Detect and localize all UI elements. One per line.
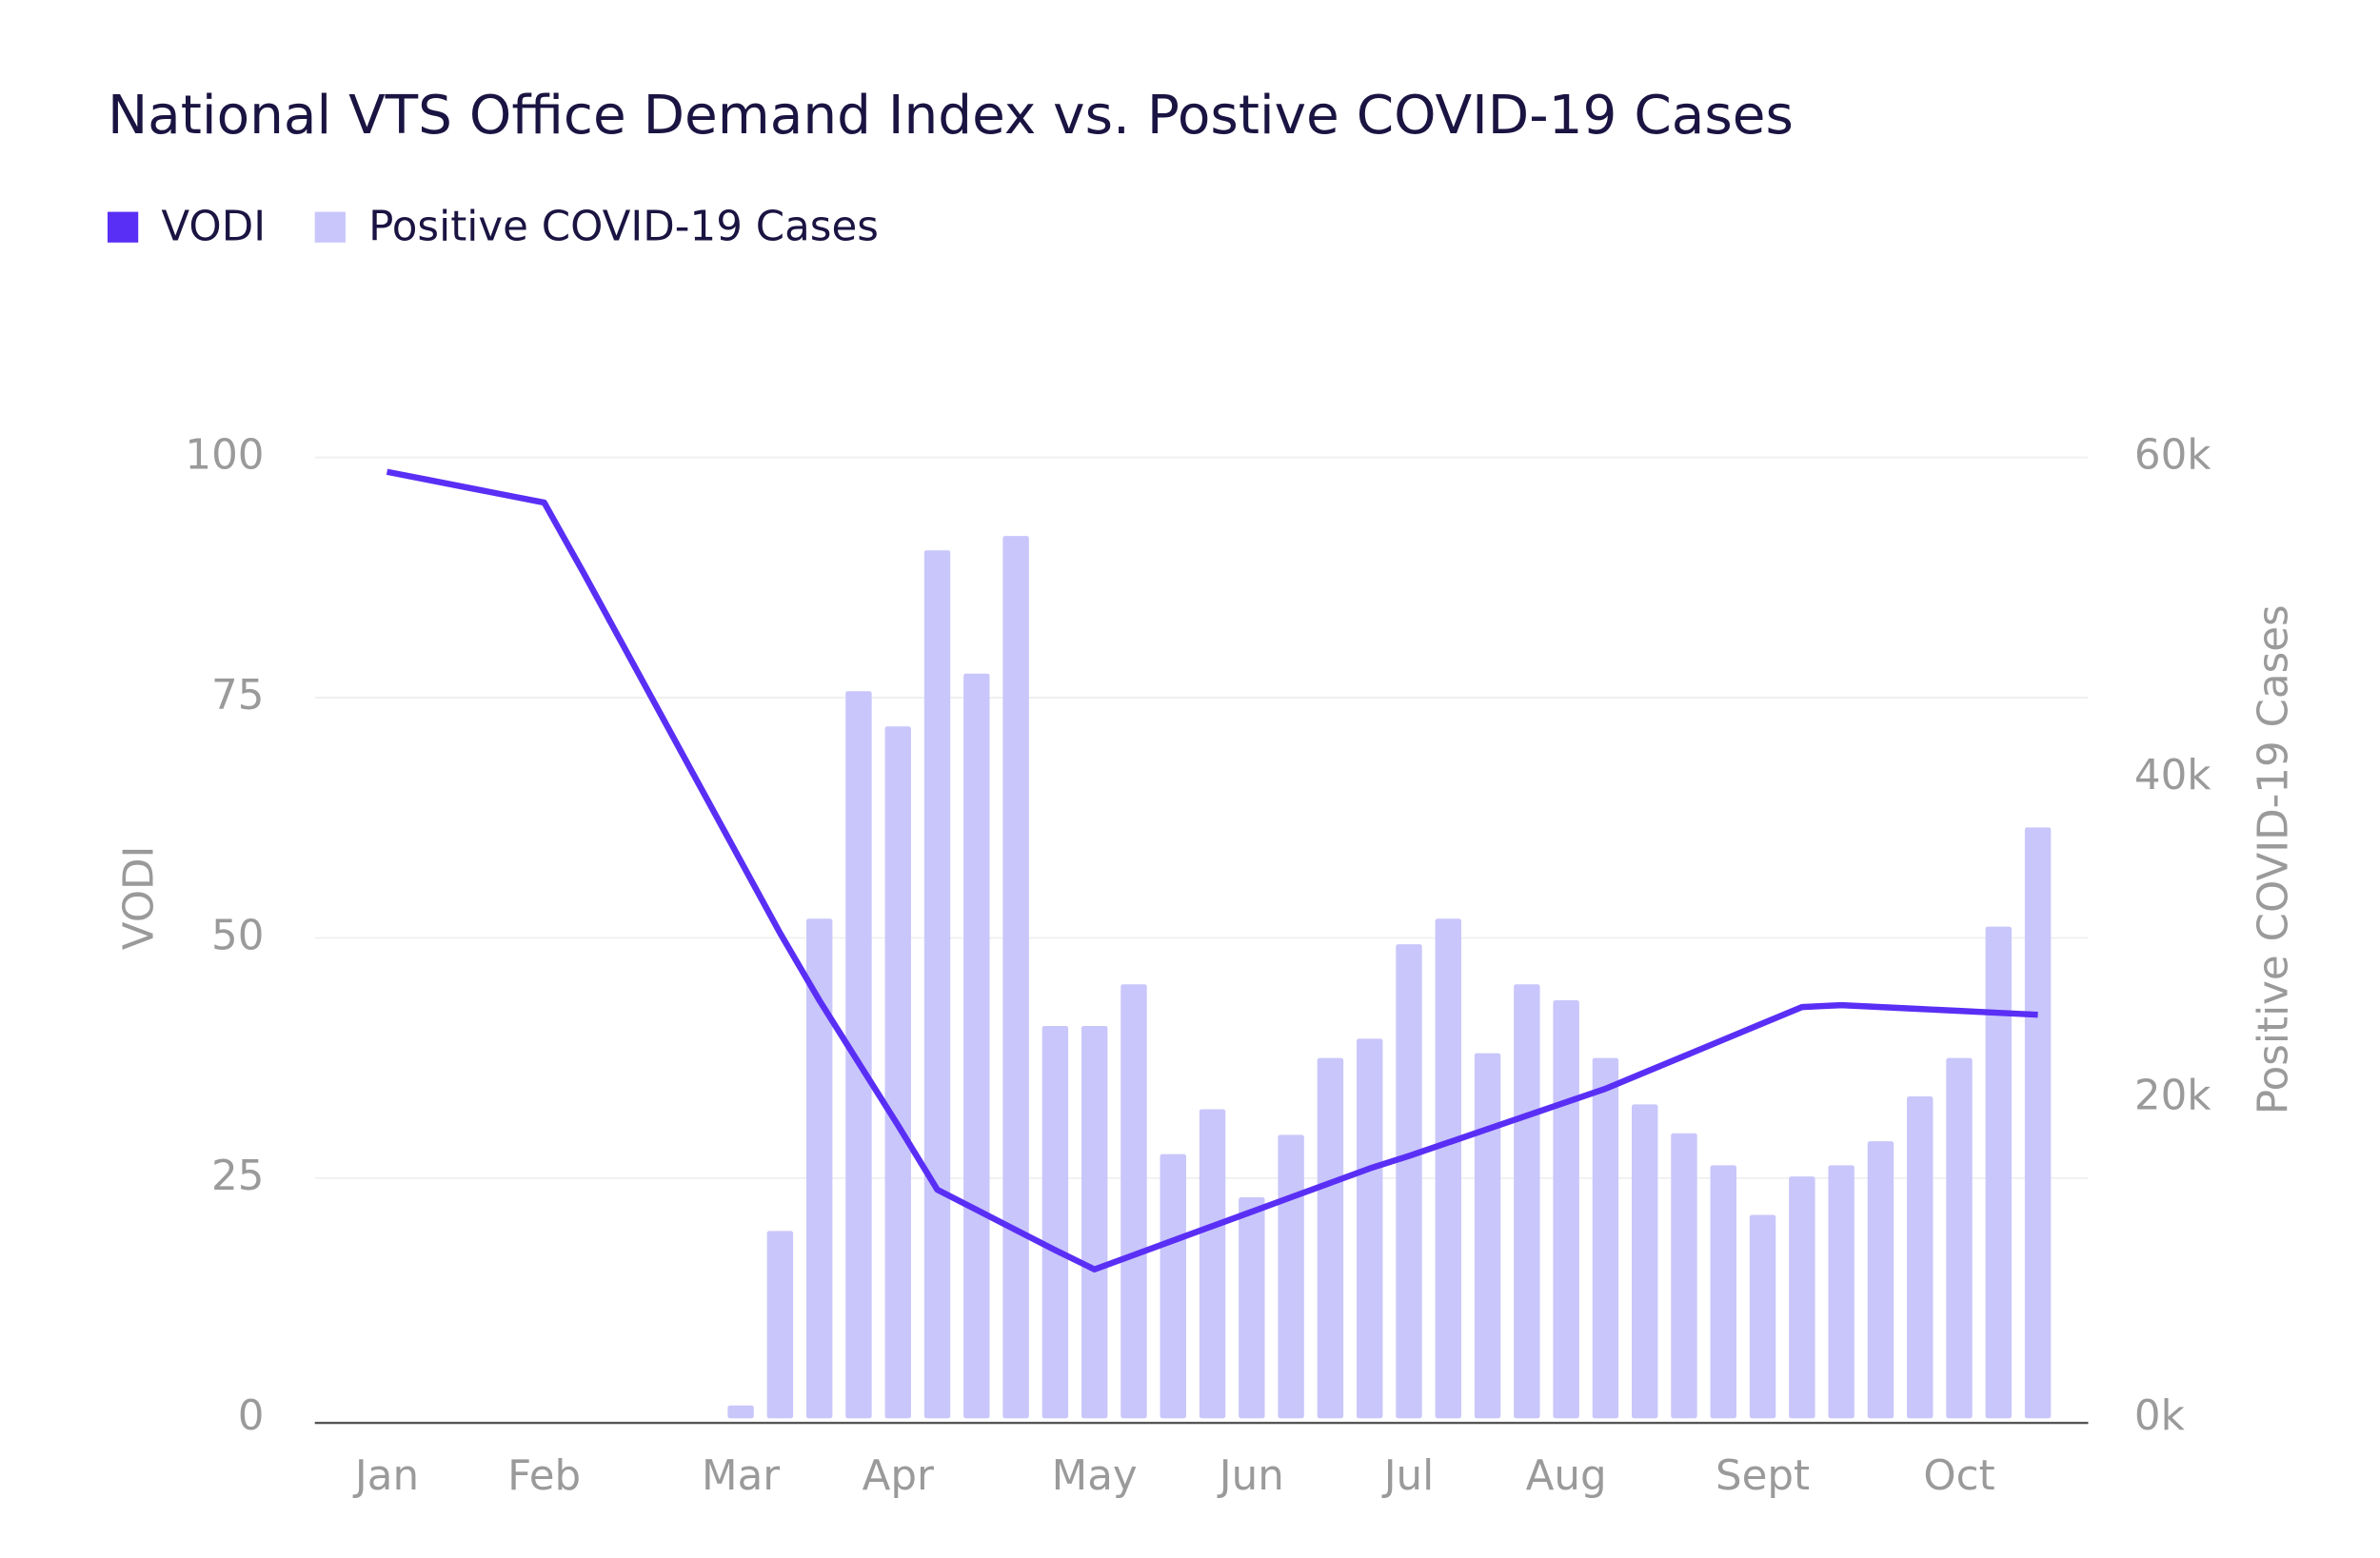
bar: [805, 918, 833, 1419]
bar: [1553, 1000, 1579, 1419]
x-tick-label: Feb: [507, 1452, 581, 1500]
y2-tick-label: 0k: [2134, 1392, 2186, 1440]
bar: [884, 726, 911, 1419]
bar: [2024, 827, 2052, 1419]
bar: [1278, 1134, 1304, 1419]
y-tick-label: 75: [211, 672, 264, 720]
x-tick-label: Jul: [1381, 1452, 1435, 1500]
bar: [1121, 984, 1147, 1419]
legend-swatch: [107, 211, 139, 243]
bar: [1199, 1109, 1226, 1419]
y2-tick-label: 60k: [2134, 432, 2211, 480]
bar: [1081, 1025, 1108, 1419]
legend-swatch: [314, 211, 346, 243]
bar: [1435, 918, 1461, 1419]
bar: [1356, 1038, 1383, 1419]
x-tick-label: Oct: [1923, 1452, 1994, 1500]
legend-label: VODI: [161, 203, 266, 250]
y2-axis-label: Positive COVID-19 Cases: [2250, 604, 2297, 1114]
bar: [1396, 944, 1422, 1419]
x-tick-label: Jun: [1217, 1452, 1284, 1500]
bar: [963, 673, 990, 1419]
y2-tick-label: 40k: [2134, 752, 2211, 799]
y2-tick-label: 20k: [2134, 1073, 2211, 1120]
bar: [1867, 1141, 1894, 1419]
bar: [1946, 1057, 1973, 1419]
bar: [1632, 1104, 1658, 1419]
bar: [1710, 1165, 1736, 1419]
bar: [1985, 926, 2013, 1419]
x-tick-label: Aug: [1526, 1452, 1607, 1500]
x-tick-label: May: [1052, 1452, 1138, 1500]
bar: [1317, 1057, 1344, 1419]
line: [386, 468, 2038, 1272]
bar: [1002, 536, 1029, 1419]
y-axis-label: VODI: [115, 846, 163, 951]
bar: [727, 1405, 754, 1419]
y-tick-label: 100: [185, 432, 264, 480]
bar: [1160, 1154, 1186, 1419]
bar: [1041, 1025, 1069, 1419]
x-tick-label: Apr: [863, 1452, 934, 1500]
bar: [1514, 984, 1540, 1419]
bar: [923, 550, 951, 1419]
bar: [1828, 1165, 1854, 1419]
bar: [1239, 1197, 1265, 1419]
bar: [1592, 1057, 1619, 1419]
x-tick-label: Jan: [352, 1452, 419, 1500]
y-tick-label: 25: [211, 1153, 264, 1200]
bar: [766, 1231, 794, 1419]
y-tick-label: 50: [211, 912, 264, 959]
bar: [1789, 1176, 1815, 1419]
bar: [1474, 1053, 1501, 1419]
bar: [1749, 1214, 1776, 1419]
x-tick-label: Sept: [1716, 1452, 1810, 1500]
chart-title: National VTS Office Demand Index vs. Pos…: [108, 85, 1794, 147]
bar: [1671, 1133, 1697, 1419]
y-tick-label: 0: [238, 1392, 265, 1440]
x-tick-label: Mar: [702, 1452, 780, 1500]
bar: [845, 691, 872, 1419]
bar: [1907, 1096, 1934, 1419]
legend-label: Positive COVID-19 Cases: [368, 203, 879, 250]
